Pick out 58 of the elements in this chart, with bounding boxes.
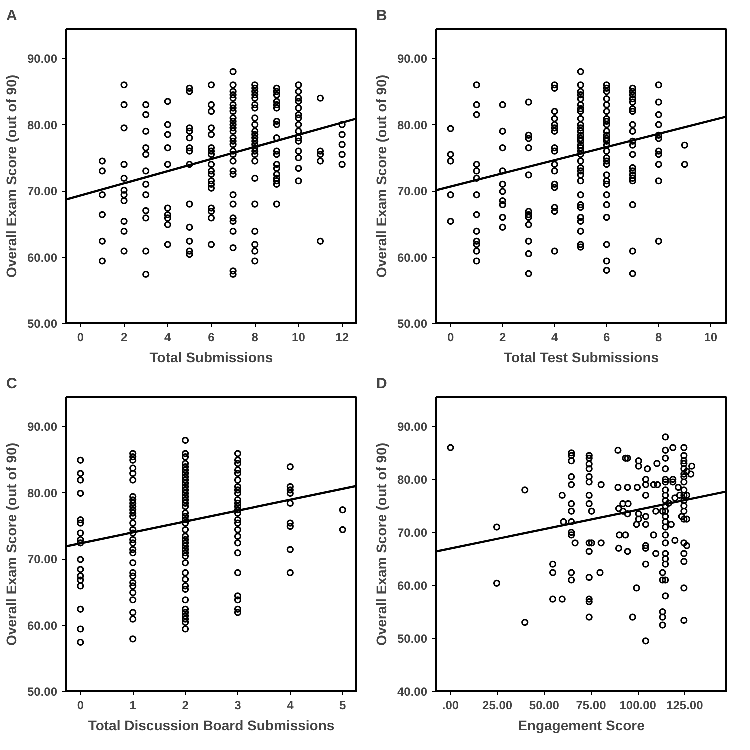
x-tick-label: 25.00 xyxy=(482,698,513,712)
x-tick-label: 5 xyxy=(340,698,347,712)
y-tick-label: 60.00 xyxy=(397,579,428,594)
x-tick-label: 0 xyxy=(77,698,84,712)
x-tick-label: 50.00 xyxy=(529,698,560,712)
y-tick-label: 90.00 xyxy=(397,52,428,66)
y-axis-title: Overall Exam Score (out of 90) xyxy=(373,442,390,646)
y-tick-label: 50.00 xyxy=(397,632,428,646)
y-tick-label: 50.00 xyxy=(27,685,58,699)
chart-title: B xyxy=(376,8,388,24)
chart-title: A xyxy=(6,8,18,24)
x-tick-label: 12 xyxy=(336,330,350,344)
y-tick-label: 80.00 xyxy=(27,486,58,500)
x-tick-label: 0 xyxy=(447,330,454,344)
x-tick-label: 100.00 xyxy=(620,698,657,712)
x-tick-label: 10 xyxy=(292,330,306,344)
x-tick-label: 4 xyxy=(164,330,172,344)
y-tick-label: 70.00 xyxy=(27,184,58,199)
y-axis-title: Overall Exam Score (out of 90) xyxy=(3,442,20,646)
x-tick-label: 2 xyxy=(182,698,190,712)
y-tick-label: 70.00 xyxy=(27,552,58,567)
y-tick-label: 50.00 xyxy=(397,317,428,331)
y-tick-label: 40.00 xyxy=(397,685,428,699)
y-tick-label: 90.00 xyxy=(397,420,428,434)
x-axis-title: Total Submissions xyxy=(150,350,274,366)
x-tick-label: 6 xyxy=(208,330,216,344)
y-axis-title: Overall Exam Score (out of 90) xyxy=(373,74,390,278)
y-tick-label: 90.00 xyxy=(27,420,58,434)
x-tick-label: 2 xyxy=(499,330,506,344)
x-tick-label: 2 xyxy=(120,330,128,344)
y-tick-label: 60.00 xyxy=(27,618,58,633)
x-tick-label: 8 xyxy=(252,330,259,344)
y-axis-title: Overall Exam Score (out of 90) xyxy=(3,74,20,278)
x-tick-label: 125.00 xyxy=(666,698,704,712)
y-tick-label: 50.00 xyxy=(27,317,58,331)
x-axis-title: Engagement Score xyxy=(518,718,646,734)
chart-title: D xyxy=(376,376,388,392)
y-tick-label: 60.00 xyxy=(27,250,58,265)
x-axis-title: Total Test Submissions xyxy=(504,350,660,366)
x-axis-title: Total Discussion Board Submissions xyxy=(88,718,335,734)
x-tick-label: 8 xyxy=(656,330,663,344)
y-tick-label: 80.00 xyxy=(397,118,428,132)
x-tick-label: 10 xyxy=(704,330,718,344)
y-tick-label: 60.00 xyxy=(397,250,428,265)
x-tick-label: .00 xyxy=(442,698,460,712)
x-tick-label: 3 xyxy=(234,698,242,712)
x-tick-label: 1 xyxy=(130,698,137,712)
chart-title: C xyxy=(6,376,18,392)
x-tick-label: 6 xyxy=(604,330,611,344)
y-tick-label: 70.00 xyxy=(397,526,428,540)
x-tick-label: 4 xyxy=(552,330,559,344)
y-tick-label: 80.00 xyxy=(397,473,428,488)
y-tick-label: 80.00 xyxy=(27,118,58,132)
y-tick-label: 90.00 xyxy=(27,52,58,66)
y-tick-label: 70.00 xyxy=(397,184,428,199)
x-tick-label: 75.00 xyxy=(576,698,607,712)
x-tick-label: 4 xyxy=(287,698,294,712)
x-tick-label: 0 xyxy=(77,330,84,344)
